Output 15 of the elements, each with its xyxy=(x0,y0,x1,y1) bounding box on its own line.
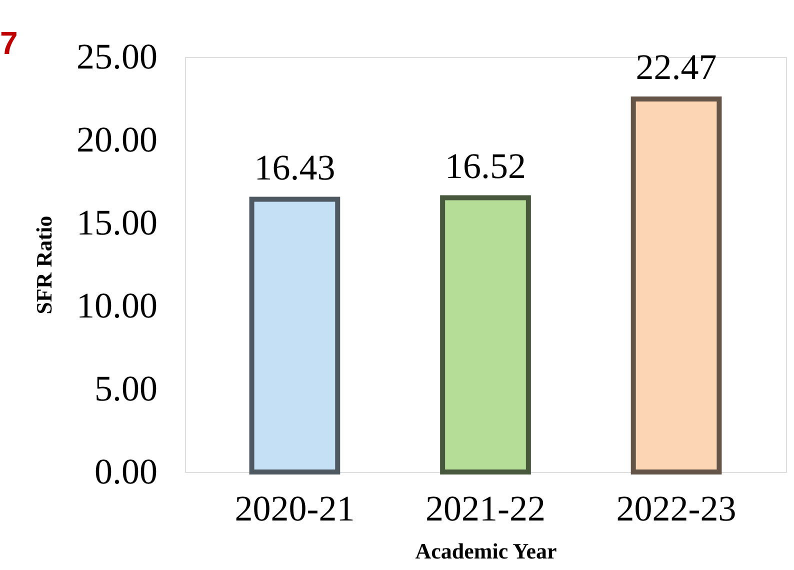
text: 7 xyxy=(0,25,18,61)
y-tick-label: 10.00 xyxy=(76,286,158,326)
y-tick-label: 5.00 xyxy=(94,368,158,408)
y-tick-label: 0.00 xyxy=(94,452,158,492)
data-label: 16.52 xyxy=(445,146,526,186)
y-tick-label: 20.00 xyxy=(76,120,158,160)
x-axis-title: Academic Year xyxy=(415,538,557,564)
x-tick-label: 2022-23 xyxy=(616,488,736,528)
x-tick-label: 2021-22 xyxy=(426,488,546,528)
y-tick-label: 15.00 xyxy=(76,202,158,242)
y-axis-title: SFR Ratio xyxy=(32,216,56,314)
data-label: 16.43 xyxy=(254,147,336,188)
data-label: 22.47 xyxy=(636,47,717,87)
x-tick-label: 2020-21 xyxy=(234,488,355,528)
y-tick-label: 25.00 xyxy=(76,36,158,76)
